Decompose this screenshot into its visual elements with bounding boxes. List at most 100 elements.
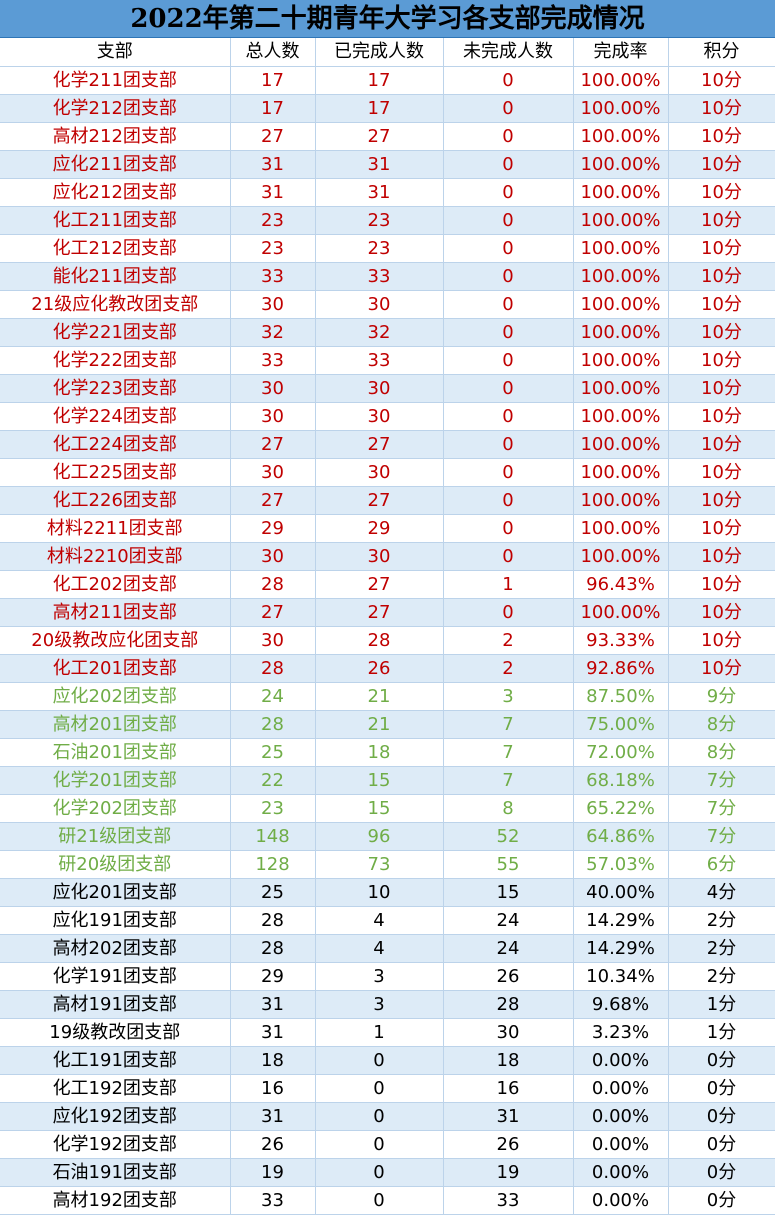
done-cell: 29	[315, 514, 444, 543]
score-cell: 10分	[668, 542, 775, 571]
total-cell: 25	[230, 878, 316, 907]
undone-cell: 7	[443, 738, 574, 767]
rate-cell: 100.00%	[573, 374, 669, 403]
branch-cell: 化工211团支部	[0, 206, 231, 235]
branch-cell: 化工212团支部	[0, 234, 231, 263]
table-row: 化学223团支部 30 30 0 100.00% 10分	[0, 374, 775, 403]
undone-cell: 0	[443, 598, 574, 627]
table-row: 化工191团支部 18 0 18 0.00% 0分	[0, 1046, 775, 1075]
total-cell: 28	[230, 710, 316, 739]
done-cell: 26	[315, 654, 444, 683]
branch-cell: 应化191团支部	[0, 906, 231, 935]
done-cell: 33	[315, 346, 444, 375]
score-cell: 1分	[668, 990, 775, 1019]
rate-cell: 100.00%	[573, 262, 669, 291]
branch-cell: 化学201团支部	[0, 766, 231, 795]
rate-cell: 100.00%	[573, 402, 669, 431]
rate-cell: 0.00%	[573, 1046, 669, 1075]
undone-cell: 0	[443, 150, 574, 179]
table-row: 高材192团支部 33 0 33 0.00% 0分	[0, 1186, 775, 1215]
table-row: 材料2211团支部 29 29 0 100.00% 10分	[0, 514, 775, 543]
undone-cell: 52	[443, 822, 574, 851]
table-row: 高材211团支部 27 27 0 100.00% 10分	[0, 598, 775, 627]
table-row: 化工226团支部 27 27 0 100.00% 10分	[0, 486, 775, 515]
rate-cell: 100.00%	[573, 178, 669, 207]
rate-cell: 93.33%	[573, 626, 669, 655]
total-cell: 17	[230, 66, 316, 95]
table-row: 能化211团支部 33 33 0 100.00% 10分	[0, 262, 775, 291]
table-row: 应化212团支部 31 31 0 100.00% 10分	[0, 178, 775, 207]
done-cell: 27	[315, 570, 444, 599]
rate-cell: 100.00%	[573, 514, 669, 543]
score-cell: 8分	[668, 710, 775, 739]
table-row: 应化191团支部 28 4 24 14.29% 2分	[0, 906, 775, 935]
column-header-rate: 完成率	[573, 38, 669, 67]
rate-cell: 10.34%	[573, 962, 669, 991]
rate-cell: 100.00%	[573, 206, 669, 235]
score-cell: 10分	[668, 374, 775, 403]
total-cell: 31	[230, 150, 316, 179]
done-cell: 3	[315, 990, 444, 1019]
total-cell: 27	[230, 122, 316, 151]
score-cell: 0分	[668, 1186, 775, 1215]
undone-cell: 0	[443, 486, 574, 515]
table-row: 应化211团支部 31 31 0 100.00% 10分	[0, 150, 775, 179]
undone-cell: 0	[443, 66, 574, 95]
done-cell: 30	[315, 402, 444, 431]
done-cell: 0	[315, 1186, 444, 1215]
score-cell: 10分	[668, 402, 775, 431]
table-row: 高材202团支部 28 4 24 14.29% 2分	[0, 934, 775, 963]
undone-cell: 31	[443, 1102, 574, 1131]
undone-cell: 16	[443, 1074, 574, 1103]
score-cell: 10分	[668, 234, 775, 263]
column-header-total: 总人数	[230, 38, 316, 67]
total-cell: 128	[230, 850, 316, 879]
completion-table: 支部 总人数 已完成人数 未完成人数 完成率 积分 化学211团支部 17 17 0 1…	[0, 38, 775, 1215]
total-cell: 23	[230, 794, 316, 823]
branch-cell: 高材192团支部	[0, 1186, 231, 1215]
undone-cell: 24	[443, 934, 574, 963]
total-cell: 18	[230, 1046, 316, 1075]
undone-cell: 3	[443, 682, 574, 711]
branch-cell: 应化211团支部	[0, 150, 231, 179]
done-cell: 0	[315, 1130, 444, 1159]
done-cell: 10	[315, 878, 444, 907]
undone-cell: 0	[443, 458, 574, 487]
score-cell: 1分	[668, 1018, 775, 1047]
done-cell: 33	[315, 262, 444, 291]
rate-cell: 100.00%	[573, 346, 669, 375]
total-cell: 33	[230, 262, 316, 291]
total-cell: 29	[230, 514, 316, 543]
rate-cell: 100.00%	[573, 598, 669, 627]
score-cell: 10分	[668, 66, 775, 95]
table-title: 2022年第二十期青年大学习各支部完成情况	[0, 0, 775, 38]
undone-cell: 26	[443, 1130, 574, 1159]
table-row: 化学221团支部 32 32 0 100.00% 10分	[0, 318, 775, 347]
table-row: 化学201团支部 22 15 7 68.18% 7分	[0, 766, 775, 795]
rate-cell: 0.00%	[573, 1186, 669, 1215]
total-cell: 24	[230, 682, 316, 711]
table-row: 化学192团支部 26 0 26 0.00% 0分	[0, 1130, 775, 1159]
branch-cell: 化工225团支部	[0, 458, 231, 487]
total-cell: 29	[230, 962, 316, 991]
total-cell: 30	[230, 402, 316, 431]
total-cell: 27	[230, 486, 316, 515]
undone-cell: 8	[443, 794, 574, 823]
undone-cell: 0	[443, 234, 574, 263]
total-cell: 17	[230, 94, 316, 123]
score-cell: 10分	[668, 290, 775, 319]
rate-cell: 0.00%	[573, 1158, 669, 1187]
branch-cell: 化学211团支部	[0, 66, 231, 95]
score-cell: 10分	[668, 598, 775, 627]
score-cell: 6分	[668, 850, 775, 879]
branch-cell: 石油191团支部	[0, 1158, 231, 1187]
done-cell: 3	[315, 962, 444, 991]
undone-cell: 28	[443, 990, 574, 1019]
rate-cell: 96.43%	[573, 570, 669, 599]
done-cell: 15	[315, 766, 444, 795]
done-cell: 21	[315, 710, 444, 739]
branch-cell: 能化211团支部	[0, 262, 231, 291]
done-cell: 32	[315, 318, 444, 347]
total-cell: 22	[230, 766, 316, 795]
